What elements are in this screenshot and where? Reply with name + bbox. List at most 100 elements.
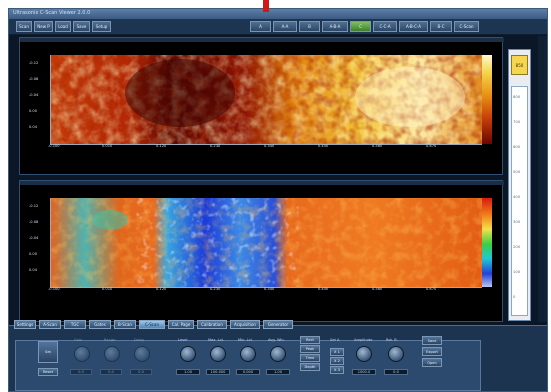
view-button-a-a[interactable]: A-A	[273, 21, 297, 32]
tab-cal-page[interactable]: Cal. Page	[168, 320, 194, 329]
scale-tick-label: 500	[513, 169, 521, 174]
y-tick-label: 0.04	[29, 125, 38, 129]
knob-label: Min. Lvl.	[238, 338, 253, 342]
x-tick-label: 0.450	[318, 144, 329, 148]
step-button[interactable]: X 1	[330, 348, 344, 356]
dim-knob-value: 0.0	[100, 369, 122, 375]
dim-knob-value: 0.0	[70, 369, 92, 375]
y-tick-label: -0.08	[29, 77, 39, 81]
view-button-c[interactable]: C	[350, 21, 371, 32]
knob-label: Rot. R.	[386, 338, 398, 342]
knob-value[interactable]: 0.0	[384, 369, 408, 375]
position-marker	[263, 0, 269, 12]
y-tick-label: 0.04	[29, 268, 38, 272]
knob-label: Max. Lvl.	[208, 338, 224, 342]
toolbar-button-new-p[interactable]: New P	[34, 21, 53, 32]
time-heatmap[interactable]	[50, 198, 482, 287]
y-tick-label: -0.04	[29, 93, 39, 97]
dim-knob-value: 0.0	[130, 369, 152, 375]
knob-value[interactable]: 100.000	[206, 369, 230, 375]
scale-tick-label: 200	[513, 244, 521, 249]
y-axis	[46, 198, 51, 287]
tab-generator[interactable]: Generator	[263, 320, 293, 329]
toolbar-button-save[interactable]: Save	[73, 21, 90, 32]
step-button[interactable]: X 3	[330, 366, 344, 374]
tab-tgc[interactable]: TGC	[64, 320, 86, 329]
scale-tick-label: 800	[513, 94, 521, 99]
mode-button-depth[interactable]: Depth	[300, 363, 320, 371]
toolbar-button-setup[interactable]: Setup	[92, 21, 111, 32]
view-button-b[interactable]: B	[299, 21, 320, 32]
x-tick-label: 0.670	[426, 144, 437, 148]
knob-label: Amplitude	[354, 338, 373, 342]
toolbar-button-scan[interactable]: Scan	[16, 21, 32, 32]
dim-knob	[134, 346, 150, 362]
dim-knob-label: Gain	[74, 338, 83, 342]
tab-acquisition[interactable]: Acquisition	[230, 320, 260, 329]
scale-header: 850	[511, 55, 528, 75]
knob-value[interactable]: 1.00	[176, 369, 200, 375]
x-tick-label: 0.450	[318, 287, 329, 291]
amplitude-colorbar	[482, 55, 492, 144]
x-tick-label: 0.670	[426, 287, 437, 291]
x-tick-label: 0.010	[102, 144, 113, 148]
view-button-c-scan[interactable]: C-Scan	[454, 21, 479, 32]
right-gutter	[538, 36, 547, 322]
control-button-set[interactable]: Set	[38, 341, 58, 363]
action-button-save[interactable]: Save	[422, 336, 442, 345]
tab-b-scan[interactable]: B-Scan	[114, 320, 136, 329]
scale-tick-label: 400	[513, 194, 521, 199]
x-tick-label: 0.010	[102, 287, 113, 291]
view-button-a-b-a[interactable]: A-B-A	[322, 21, 348, 32]
x-tick-label: 0.340	[264, 287, 275, 291]
toolbar-button-load[interactable]: Load	[55, 21, 71, 32]
scale-sidebar: 850	[508, 49, 531, 321]
y-tick-label: 0.00	[29, 252, 38, 256]
view-button-b-c[interactable]: B-C	[430, 21, 452, 32]
tab-calibration[interactable]: Calibration	[197, 320, 227, 329]
mode-button-time[interactable]: Time	[300, 354, 320, 362]
mode-button-rect[interactable]: Rect	[300, 336, 320, 344]
action-button-open[interactable]: Open	[422, 358, 442, 367]
x-tick-label: 0.340	[264, 144, 275, 148]
view-button-a-b-c-a[interactable]: A-B-C-A	[399, 21, 428, 32]
tab-settings[interactable]: Settings	[14, 320, 36, 329]
adjust-knob[interactable]	[210, 346, 226, 362]
knob-label: Avg. Win.	[268, 338, 285, 342]
mode-button-peak[interactable]: Peak	[300, 345, 320, 353]
view-button-a[interactable]: A	[250, 21, 271, 32]
x-tick-label: -0.100	[48, 287, 60, 291]
adjust-knob[interactable]	[356, 346, 372, 362]
y-tick-label: -0.12	[29, 61, 39, 65]
control-button-reset[interactable]: Reset	[38, 368, 58, 376]
view-button-c-c-a[interactable]: C-C-A	[373, 21, 397, 32]
adjust-knob[interactable]	[180, 346, 196, 362]
adjust-knob[interactable]	[240, 346, 256, 362]
y-tick-label: 0.00	[29, 109, 38, 113]
panel-header	[20, 181, 504, 185]
window-title: Ultrasonix C-Scan Viewer 2.0.0	[13, 10, 91, 16]
scale-tick-label: 600	[513, 144, 521, 149]
x-tick-label: -0.100	[48, 144, 60, 148]
adjust-knob[interactable]	[388, 346, 404, 362]
adjust-knob[interactable]	[270, 346, 286, 362]
x-tick-label: 0.230	[210, 144, 221, 148]
dim-knob-label: Range	[104, 338, 116, 342]
panel-header	[20, 38, 504, 42]
app-window: Ultrasonix C-Scan Viewer 2.0.0	[8, 8, 548, 392]
amplitude-heatmap[interactable]	[50, 55, 482, 144]
tab-a-scan[interactable]: A-Scan	[39, 320, 61, 329]
knob-value[interactable]: 1000.0	[352, 369, 376, 375]
x-tick-label: 0.120	[156, 144, 167, 148]
knob-value[interactable]: 0.000	[236, 369, 260, 375]
scale-track	[511, 86, 528, 316]
action-button-export[interactable]: Export	[422, 347, 442, 356]
tab-c-scan[interactable]: C-Scan	[139, 320, 165, 329]
step-button[interactable]: X 2	[330, 357, 344, 365]
tab-gates[interactable]: Gates	[89, 320, 111, 329]
knob-value[interactable]: 1.00	[266, 369, 290, 375]
x-tick-label: 0.560	[372, 144, 383, 148]
x-axis	[50, 144, 482, 151]
scale-tick-label: 0	[513, 294, 516, 299]
y-axis	[46, 55, 51, 144]
